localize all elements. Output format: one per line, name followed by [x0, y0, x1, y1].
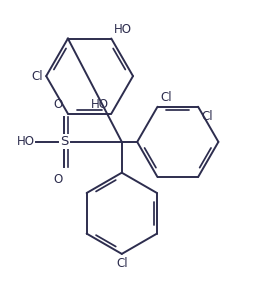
- Text: O: O: [54, 173, 63, 186]
- Text: O: O: [54, 98, 63, 111]
- Text: Cl: Cl: [32, 70, 43, 83]
- Text: Cl: Cl: [201, 110, 213, 123]
- Text: S: S: [60, 135, 69, 148]
- Text: HO: HO: [114, 23, 132, 36]
- Text: HO: HO: [17, 135, 34, 148]
- Text: Cl: Cl: [116, 257, 128, 270]
- Text: Cl: Cl: [160, 91, 172, 104]
- Text: HO: HO: [90, 98, 109, 111]
